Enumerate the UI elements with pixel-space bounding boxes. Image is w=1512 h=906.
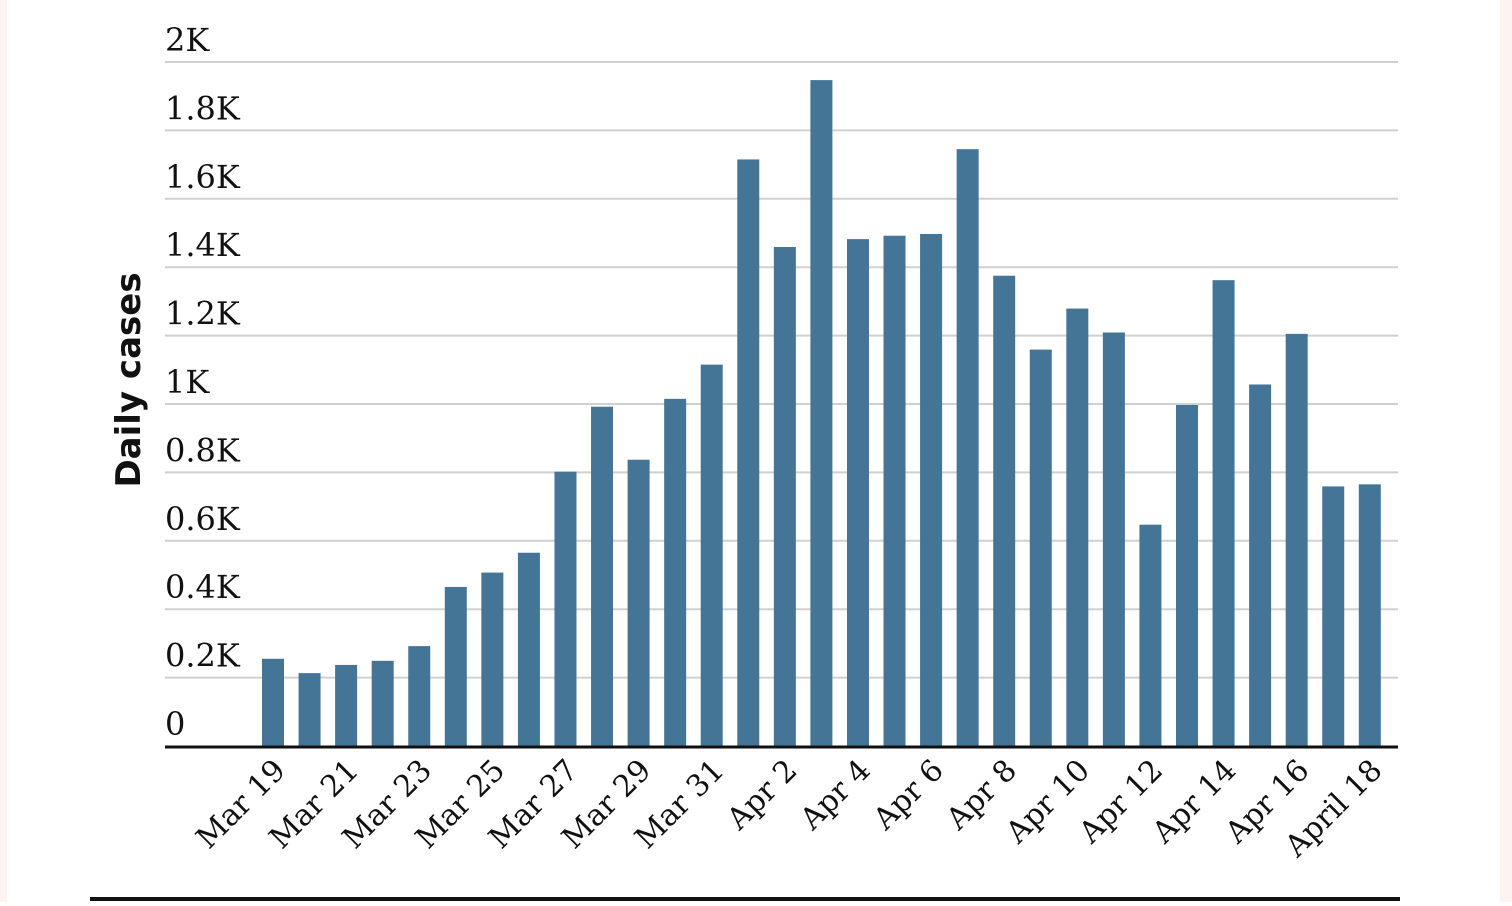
bar	[335, 664, 358, 747]
bar	[554, 471, 577, 747]
y-tick-label: 1.6K	[165, 158, 241, 196]
bars	[262, 80, 1381, 748]
bar	[956, 149, 979, 747]
bar	[517, 552, 540, 747]
bar	[298, 673, 321, 747]
bar	[1249, 384, 1272, 747]
x-tick-label: Apr 4	[793, 753, 878, 838]
bottom-rule	[90, 897, 1400, 901]
bar	[773, 247, 796, 747]
bar	[737, 159, 760, 747]
bar	[1322, 486, 1345, 747]
y-tick-label: 1.2K	[165, 295, 241, 333]
bar	[371, 660, 394, 747]
bar	[627, 459, 650, 747]
bar	[1029, 349, 1052, 747]
y-tick-label: 0.6K	[165, 500, 241, 538]
y-axis-label: Daily cases	[109, 272, 149, 487]
bar	[1212, 280, 1235, 747]
bar	[591, 406, 614, 747]
y-tick-label: 1K	[165, 363, 210, 401]
bar	[993, 275, 1016, 747]
left-edge-strip	[0, 0, 7, 902]
bar	[481, 572, 504, 747]
x-tick-label: Apr 6	[866, 753, 951, 838]
bar	[920, 234, 943, 747]
bar	[444, 586, 467, 747]
y-tick-labels: 0 0.2K 0.4K 0.6K 0.8K 1K 1.2K 1.4K 1.6K 1.8K 2K	[165, 21, 241, 743]
y-tick-label: 0	[165, 705, 185, 743]
bar	[1139, 524, 1162, 747]
bar	[1102, 332, 1125, 747]
y-tick-label: 1.4K	[165, 226, 241, 264]
bar	[664, 398, 687, 747]
y-tick-label: 0.2K	[165, 637, 241, 675]
bar	[846, 239, 869, 747]
bar	[1285, 333, 1308, 747]
bar	[810, 80, 833, 748]
y-tick-label: 0.8K	[165, 431, 241, 469]
x-tick-label: Apr 2	[720, 753, 805, 838]
y-tick-label: 1.8K	[165, 89, 241, 127]
bar	[262, 658, 284, 747]
bar	[1066, 308, 1089, 747]
bar	[1176, 405, 1198, 747]
bar	[408, 646, 431, 747]
y-tick-label: 0.4K	[165, 568, 241, 606]
bar	[700, 364, 723, 747]
bar	[1358, 484, 1381, 747]
bar	[883, 235, 906, 747]
y-tick-label: 2K	[165, 21, 210, 59]
right-edge-strip	[1500, 0, 1512, 902]
